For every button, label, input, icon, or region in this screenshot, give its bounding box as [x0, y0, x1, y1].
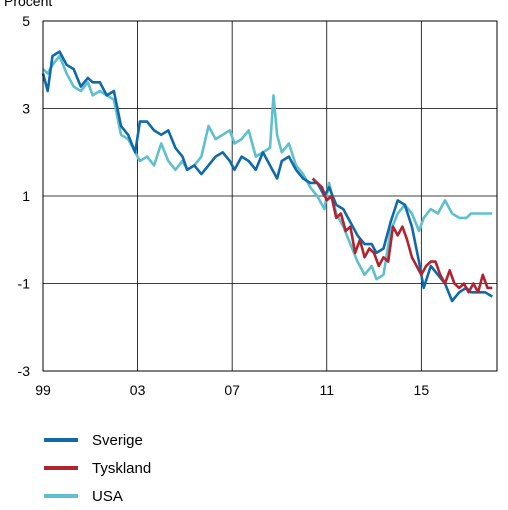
y-axis-label: Procent	[4, 0, 52, 9]
y-tick-label: -3	[18, 363, 31, 379]
legend-swatch	[44, 466, 78, 470]
x-tick-label: 03	[130, 382, 146, 398]
series-line-tyskland	[311, 177, 493, 294]
series-line-usa	[42, 54, 493, 281]
y-tick-label: 5	[22, 13, 30, 29]
x-tick-label: 15	[414, 382, 430, 398]
y-tick-label: 3	[22, 101, 30, 117]
legend-item-tyskland: Tyskland	[44, 454, 151, 482]
x-tick-label: 07	[224, 382, 240, 398]
legend-label: Sverige	[92, 431, 143, 449]
line-chart: Procent 5 3 1 -1 -399 03 07 11 15	[4, 0, 498, 398]
grid-lines	[43, 21, 497, 371]
series-line-sverige	[41, 50, 493, 303]
legend-swatch	[44, 494, 78, 498]
series-lines	[41, 50, 493, 303]
plot-frame	[42, 20, 498, 372]
x-tick-label: 99	[35, 382, 51, 398]
tick-labels: 5 3 1 -1 -399 03 07 11 15	[18, 13, 430, 398]
legend-label: USA	[92, 487, 123, 505]
y-tick-label: 1	[22, 188, 30, 204]
legend-swatch	[44, 438, 78, 442]
legend-label: Tyskland	[92, 459, 152, 477]
legend-item-usa: USA	[44, 482, 151, 510]
x-tick-label: 11	[319, 382, 334, 398]
legend-item-sverige: Sverige	[44, 426, 151, 454]
y-tick-label: -1	[18, 276, 31, 292]
legend: Sverige Tyskland USA	[44, 426, 151, 510]
